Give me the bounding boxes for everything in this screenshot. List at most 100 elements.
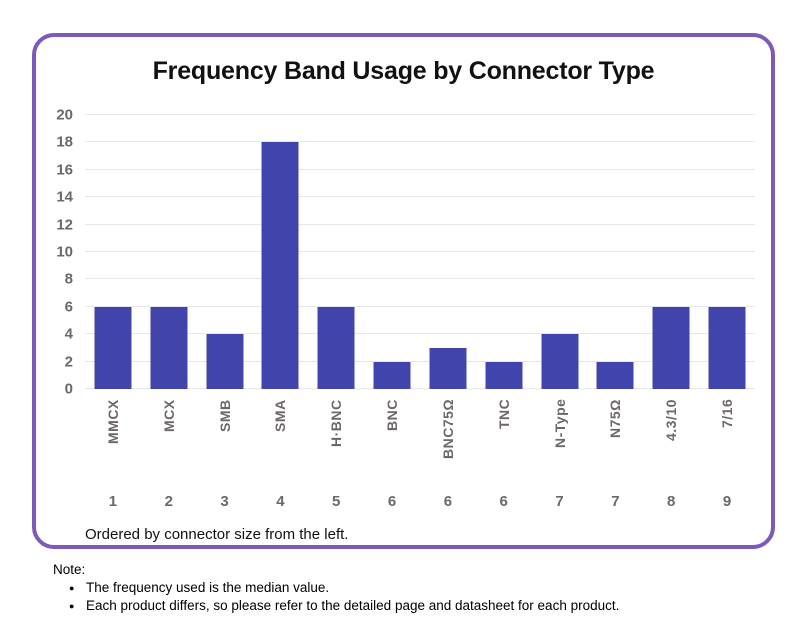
size-rank-label: 2 (164, 493, 173, 510)
gridline (85, 168, 755, 170)
bar-slot (476, 115, 532, 389)
size-slot: 6 (364, 493, 420, 510)
size-slot: 5 (308, 493, 364, 510)
chart-frame: Frequency Band Usage by Connector Type 0… (32, 33, 775, 549)
x-axis-label: 7/16 (719, 399, 736, 429)
bullet-icon: ● (69, 600, 75, 611)
bar-slot (141, 115, 197, 389)
note-label: Note: (53, 562, 86, 577)
x-axis-label: BNC75Ω (439, 399, 456, 460)
bar (261, 142, 299, 389)
gridline (85, 223, 755, 225)
bullet-icon: ● (69, 583, 75, 593)
note-item: ● Each product differs, so please refer t… (53, 598, 619, 613)
bar-slot (308, 115, 364, 389)
x-axis-label: SMB (216, 399, 233, 432)
x-axis-label: SMA (272, 399, 289, 432)
size-rank-label: 4 (276, 493, 285, 510)
x-label-slot: MCX (141, 399, 197, 487)
y-tick-label: 2 (64, 353, 73, 371)
y-tick-label: 14 (56, 188, 73, 206)
bar-slot (643, 115, 699, 389)
gridline (85, 360, 755, 362)
gridline (85, 305, 755, 307)
x-label-slot: TNC (476, 399, 532, 487)
bar (317, 306, 355, 389)
bar (541, 334, 579, 389)
size-slot: 9 (699, 493, 755, 510)
size-slot: 4 (252, 493, 308, 510)
bar-slot (197, 115, 253, 389)
y-tick-label: 12 (56, 216, 73, 234)
size-slot: 7 (587, 493, 643, 510)
note-list: ● The frequency used is the median value.… (53, 580, 619, 613)
size-slot: 2 (141, 493, 197, 510)
x-axis-label: MMCX (104, 399, 121, 444)
gridline (85, 196, 755, 198)
gridline (85, 141, 755, 143)
bars-row (85, 115, 755, 389)
gridline (85, 251, 755, 252)
x-label-slot: H·BNC (308, 399, 364, 487)
bar-slot (587, 115, 643, 389)
y-tick-label: 4 (64, 325, 73, 343)
gridline (85, 388, 755, 389)
bar-slot (420, 115, 476, 389)
x-label-slot: SMB (197, 399, 253, 487)
size-rank-label: 6 (499, 493, 508, 510)
bar (708, 306, 746, 389)
size-slot: 3 (197, 493, 253, 510)
x-label-slot: SMA (252, 399, 308, 487)
bar (150, 306, 188, 389)
bar (206, 334, 244, 389)
x-label-slot: 4.3/10 (643, 399, 699, 487)
y-tick-label: 16 (56, 161, 73, 179)
bar-slot (85, 115, 141, 389)
size-rank-label: 6 (443, 493, 453, 510)
chart-title: Frequency Band Usage by Connector Type (152, 57, 655, 85)
bar-slot (532, 115, 588, 389)
y-tick-label: 10 (56, 243, 73, 261)
size-rank-label: 5 (332, 493, 341, 510)
size-rank-label: 9 (722, 493, 732, 510)
gridline (85, 278, 755, 280)
x-label-slot: 7/16 (699, 399, 755, 487)
y-tick-label: 20 (56, 106, 73, 124)
bar (652, 306, 690, 389)
bar (485, 361, 523, 389)
size-slot: 8 (643, 493, 699, 510)
x-axis-label: BNC (384, 399, 401, 431)
bar (429, 347, 467, 389)
bar (596, 361, 634, 389)
x-label-slot: N-Type (532, 399, 588, 487)
bar (94, 306, 132, 389)
size-rank-label: 7 (555, 493, 564, 510)
x-axis-label: N-Type (551, 399, 568, 449)
y-tick-label: 6 (64, 298, 73, 316)
size-rank-label: 8 (667, 493, 676, 510)
x-axis-label: 4.3/10 (663, 399, 680, 441)
size-slot: 6 (476, 493, 532, 510)
plot-area: 0 2 4 6 8 10 12 14 16 18 20 (56, 108, 755, 397)
bar-slot (252, 115, 308, 389)
gridline (85, 333, 755, 335)
note-section: Note: ● The frequency used is the median … (53, 562, 619, 613)
note-item-text: The frequency used is the median value. (86, 580, 330, 595)
bar-slot (364, 115, 420, 389)
gridline (85, 114, 755, 115)
size-rank-label: 6 (387, 493, 397, 510)
x-axis-label: MCX (160, 399, 177, 432)
size-rank-label: 1 (108, 493, 118, 510)
size-slot: 6 (420, 493, 476, 510)
size-rank-label: 3 (220, 493, 229, 510)
y-tick-label: 8 (64, 270, 73, 288)
x-axis-label: N75Ω (607, 399, 624, 438)
x-axis-label: H·BNC (328, 399, 345, 447)
size-rank-label: 7 (611, 493, 620, 510)
bar-slot (699, 115, 755, 389)
y-tick-label: 0 (64, 380, 73, 398)
x-label-slot: N75Ω (587, 399, 643, 487)
size-slot: 1 (85, 493, 141, 510)
chart-caption: Ordered by connector size from the left. (85, 526, 349, 543)
